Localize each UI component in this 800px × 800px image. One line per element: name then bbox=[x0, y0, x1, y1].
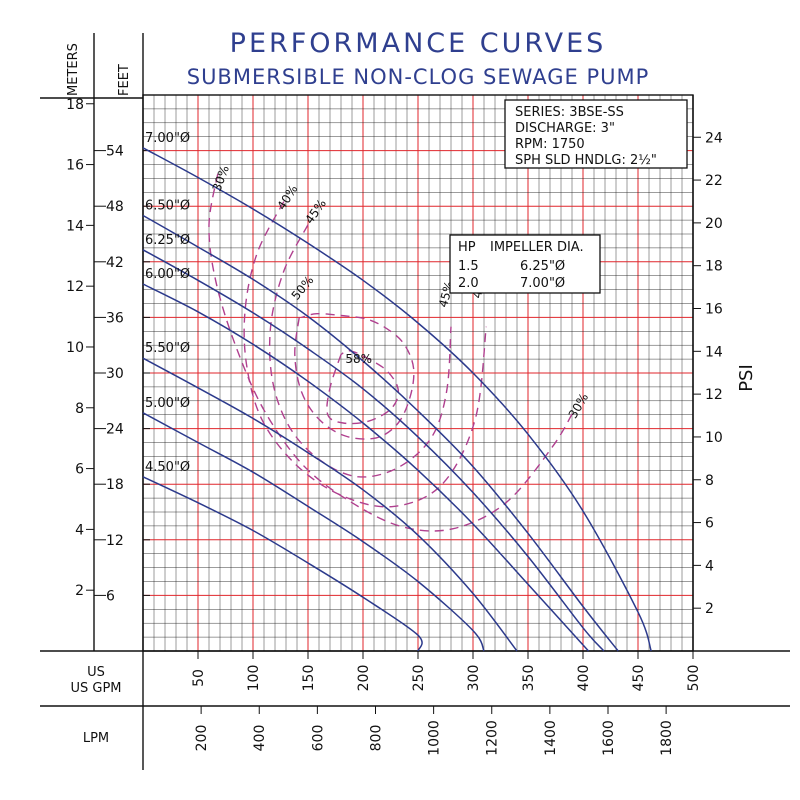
impeller-label: 6.50"Ø bbox=[145, 198, 190, 213]
chart-title: PERFORMANCE CURVES bbox=[230, 28, 607, 59]
y-axis-label-feet: FEET bbox=[117, 64, 132, 96]
psi-tick-label: 10 bbox=[705, 430, 723, 446]
impeller-label: 4.50"Ø bbox=[145, 460, 190, 475]
gpm-tick-label: 450 bbox=[631, 665, 647, 692]
feet-tick-label: 30 bbox=[106, 366, 124, 382]
x-axis-label-gpm-us: US bbox=[87, 665, 105, 680]
psi-tick-label: 20 bbox=[705, 216, 723, 232]
hp-table-header-dia: IMPELLER DIA. bbox=[490, 240, 584, 255]
impeller-label: 7.00"Ø bbox=[145, 131, 190, 146]
psi-tick-label: 12 bbox=[705, 387, 723, 403]
meters-tick-label: 4 bbox=[75, 522, 84, 538]
impeller-curve bbox=[142, 214, 619, 652]
chart-grid bbox=[142, 94, 694, 652]
feet-tick-label: 24 bbox=[106, 422, 124, 438]
psi-tick-label: 4 bbox=[705, 558, 714, 574]
feet-tick-label: 54 bbox=[106, 144, 124, 160]
gpm-tick-label: 500 bbox=[686, 665, 702, 692]
psi-tick-label: 22 bbox=[705, 173, 723, 189]
gpm-tick-label: 100 bbox=[246, 665, 262, 692]
meters-tick-label: 18 bbox=[66, 97, 84, 113]
gpm-tick-label: 300 bbox=[466, 665, 482, 692]
feet-tick-label: 6 bbox=[106, 588, 115, 604]
impeller-label: 5.00"Ø bbox=[145, 396, 190, 411]
efficiency-label: 45% bbox=[302, 197, 329, 227]
spec-box-frame bbox=[504, 99, 688, 169]
spec-discharge: DISCHARGE: 3" bbox=[515, 121, 615, 136]
efficiency-curve bbox=[208, 173, 575, 532]
axis-ticks: 6121824303642485424681012141618246810121… bbox=[66, 97, 723, 756]
lpm-tick-label: 600 bbox=[310, 725, 326, 752]
meters-tick-label: 8 bbox=[75, 401, 84, 417]
meters-tick-label: 10 bbox=[66, 340, 84, 356]
hp-table-row-dia: 7.00"Ø bbox=[520, 276, 565, 291]
efficiency-curve bbox=[243, 201, 487, 508]
efficiency-label: 40% bbox=[274, 182, 300, 212]
impeller-curve bbox=[142, 249, 605, 652]
psi-tick-label: 14 bbox=[705, 344, 723, 360]
impeller-label: 6.25"Ø bbox=[145, 233, 190, 248]
lpm-tick-label: 400 bbox=[252, 725, 268, 752]
spec-solids: SPH SLD HNDLG: 2½" bbox=[515, 153, 657, 168]
feet-tick-label: 42 bbox=[106, 255, 124, 271]
hp-table: HP IMPELLER DIA. 1.5 6.25"Ø 2.0 7.00"Ø bbox=[449, 234, 601, 294]
y-axis-label-meters: METERS bbox=[66, 43, 81, 96]
feet-tick-label: 12 bbox=[106, 533, 124, 549]
y-axis-label-psi: PSI bbox=[736, 364, 757, 392]
efficiency-label: 30% bbox=[566, 391, 591, 421]
impeller-curve bbox=[142, 357, 518, 652]
efficiency-label: 50% bbox=[289, 273, 317, 302]
feet-tick-label: 18 bbox=[106, 477, 124, 493]
head-capacity-curves bbox=[142, 147, 652, 652]
hp-table-row-hp: 1.5 bbox=[458, 259, 479, 274]
psi-tick-label: 6 bbox=[705, 516, 714, 532]
efficiency-curve bbox=[294, 312, 415, 440]
spec-series: SERIES: 3BSE-SS bbox=[515, 105, 624, 120]
lpm-tick-label: 800 bbox=[368, 725, 384, 752]
psi-tick-label: 18 bbox=[705, 259, 723, 275]
hp-table-row-dia: 6.25"Ø bbox=[520, 259, 565, 274]
spec-box: SERIES: 3BSE-SS DISCHARGE: 3" RPM: 1750 … bbox=[504, 99, 688, 169]
gpm-tick-label: 150 bbox=[301, 665, 317, 692]
impeller-curve bbox=[142, 147, 652, 652]
hp-table-header-hp: HP bbox=[458, 240, 476, 255]
lpm-tick-label: 1400 bbox=[543, 720, 559, 756]
gpm-tick-label: 250 bbox=[411, 665, 427, 692]
meters-tick-label: 14 bbox=[66, 218, 84, 234]
impeller-curve bbox=[142, 283, 590, 652]
gpm-tick-label: 50 bbox=[191, 669, 207, 687]
impeller-curve bbox=[142, 412, 485, 652]
gpm-tick-label: 400 bbox=[576, 665, 592, 692]
meters-tick-label: 12 bbox=[66, 279, 84, 295]
efficiency-curves bbox=[208, 173, 575, 532]
gpm-tick-label: 350 bbox=[521, 665, 537, 692]
x-axis-label-lpm: LPM bbox=[83, 731, 109, 746]
meters-tick-label: 16 bbox=[66, 158, 84, 174]
feet-tick-label: 48 bbox=[106, 199, 124, 215]
lpm-tick-label: 1200 bbox=[485, 720, 501, 756]
impeller-label: 5.50"Ø bbox=[145, 341, 190, 356]
hp-table-frame bbox=[449, 234, 601, 294]
curve-labels: 30%30%40%40%45%45%50%58%7.00"Ø6.50"Ø6.25… bbox=[145, 131, 591, 475]
hp-table-row-hp: 2.0 bbox=[458, 276, 479, 291]
psi-tick-label: 8 bbox=[705, 473, 714, 489]
efficiency-label: 58% bbox=[345, 352, 372, 366]
impeller-curve bbox=[142, 476, 423, 652]
meters-tick-label: 2 bbox=[75, 583, 84, 599]
psi-tick-label: 24 bbox=[705, 130, 723, 146]
chart-subtitle: SUBMERSIBLE NON-CLOG SEWAGE PUMP bbox=[187, 65, 650, 89]
lpm-tick-label: 1800 bbox=[659, 720, 675, 756]
lpm-tick-label: 1600 bbox=[601, 720, 617, 756]
spec-rpm: RPM: 1750 bbox=[515, 137, 585, 152]
lpm-tick-label: 200 bbox=[194, 725, 210, 752]
psi-tick-label: 16 bbox=[705, 302, 723, 318]
impeller-label: 6.00"Ø bbox=[145, 267, 190, 282]
meters-tick-label: 6 bbox=[75, 462, 84, 478]
feet-tick-label: 36 bbox=[106, 310, 124, 326]
lpm-tick-label: 1000 bbox=[427, 720, 443, 756]
psi-tick-label: 2 bbox=[705, 601, 714, 617]
gpm-tick-label: 200 bbox=[356, 665, 372, 692]
x-axis-label-gpm: US GPM bbox=[70, 681, 121, 696]
